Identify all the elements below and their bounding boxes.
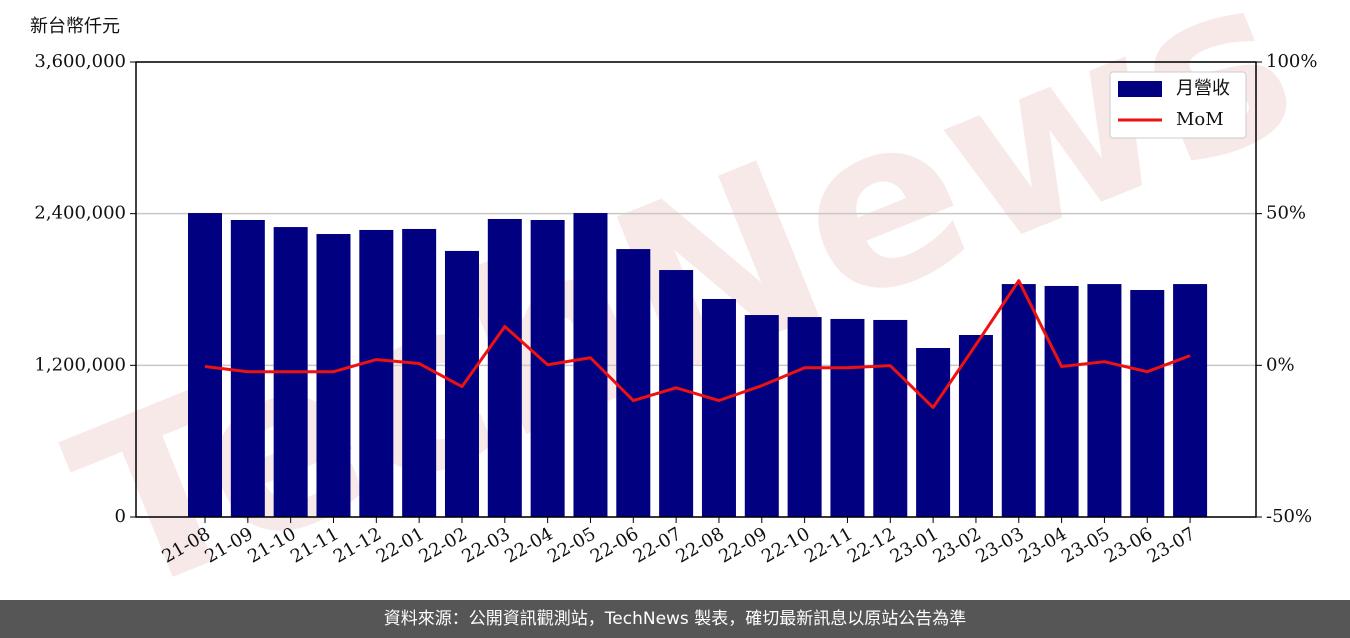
x-tick-label: 23-06 bbox=[1101, 523, 1156, 567]
x-tick-label: 22-11 bbox=[801, 523, 856, 567]
x-tick-label: 23-05 bbox=[1058, 523, 1113, 567]
bar bbox=[701, 298, 736, 517]
y-tick-label: 2,400,000 bbox=[34, 203, 126, 224]
x-tick-label: 22-06 bbox=[587, 523, 642, 567]
x-tick-label: 23-04 bbox=[1015, 523, 1070, 567]
bar bbox=[916, 348, 951, 517]
bar bbox=[1130, 290, 1165, 517]
bar bbox=[830, 318, 865, 517]
x-tick-label: 23-01 bbox=[887, 523, 942, 567]
x-tick-label: 23-02 bbox=[930, 523, 985, 567]
y2-tick-label: -50% bbox=[1266, 506, 1312, 527]
bar bbox=[487, 218, 522, 517]
bar bbox=[444, 250, 479, 517]
y2-tick-label: 100% bbox=[1266, 51, 1317, 72]
footer: 資料來源：公開資訊觀測站，TechNews 製表，確切最新訊息以原站公告為準 bbox=[0, 600, 1350, 638]
plot-frame bbox=[135, 61, 1257, 518]
legend-label: MoM bbox=[1176, 109, 1224, 130]
bar bbox=[402, 228, 437, 517]
legend-label: 月營收 bbox=[1176, 78, 1230, 99]
bar bbox=[359, 229, 394, 518]
bar bbox=[188, 213, 222, 517]
bar bbox=[1001, 284, 1036, 517]
bar bbox=[1044, 285, 1079, 517]
bar bbox=[1087, 284, 1122, 517]
bar bbox=[744, 315, 779, 517]
bar bbox=[316, 234, 351, 518]
y-tick-label: 1,200,000 bbox=[34, 354, 126, 375]
legend-swatch bbox=[1118, 81, 1162, 97]
x-tick-label: 23-07 bbox=[1144, 523, 1199, 567]
chart: 新台幣仟元 TechNews 01,200,0002,400,0003,600,… bbox=[30, 0, 1328, 600]
bar bbox=[873, 319, 908, 517]
y-tick-label: 0 bbox=[115, 506, 126, 527]
x-tick-label: 22-07 bbox=[630, 523, 685, 567]
y2-tick-label: 0% bbox=[1266, 354, 1295, 375]
bar bbox=[659, 270, 694, 517]
x-tick-label: 22-08 bbox=[673, 523, 728, 567]
y-axis-label: 新台幣仟元 bbox=[30, 16, 120, 37]
bar bbox=[958, 335, 993, 517]
line bbox=[204, 279, 1191, 409]
x-tick-label: 22-05 bbox=[544, 523, 599, 567]
x-tick-label: 22-12 bbox=[844, 523, 899, 567]
bar bbox=[530, 219, 565, 517]
bar bbox=[230, 219, 265, 517]
bar bbox=[787, 317, 822, 517]
x-tick-label: 22-04 bbox=[501, 523, 556, 567]
x-tick-label: 22-10 bbox=[758, 523, 813, 567]
bar bbox=[1173, 284, 1208, 517]
bar bbox=[616, 249, 651, 518]
x-tick-label: 23-03 bbox=[972, 523, 1027, 567]
bar bbox=[573, 213, 608, 517]
x-tick-label: 22-03 bbox=[458, 523, 513, 567]
y2-tick-label: 50% bbox=[1266, 203, 1306, 224]
y-tick-label: 3,600,000 bbox=[34, 51, 126, 72]
x-tick-label: 22-09 bbox=[715, 523, 770, 567]
